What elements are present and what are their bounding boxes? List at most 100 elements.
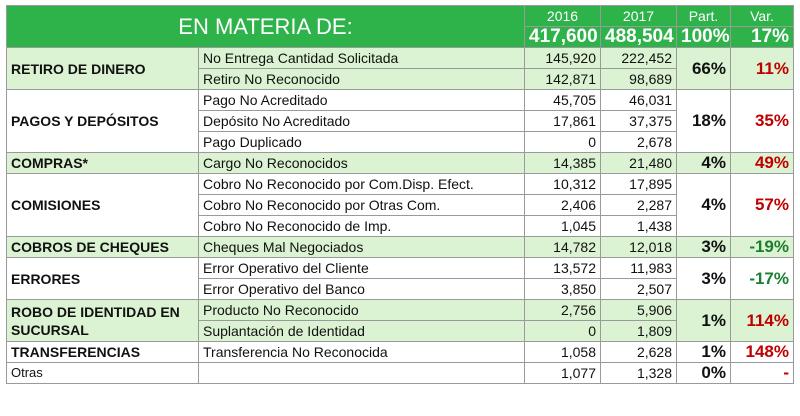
- participation-cell: 3%: [676, 236, 731, 258]
- value-2017: 37,375: [600, 110, 677, 132]
- concept-cell: Suplantación de Identidad: [198, 320, 525, 342]
- concept-cell: Cobro No Reconocido de Imp.: [198, 215, 525, 237]
- value-2016: 45,705: [524, 89, 601, 111]
- category-label: ROBO DE IDENTIDAD EN SUCURSAL: [6, 299, 199, 342]
- participation-cell: 3%: [676, 257, 731, 300]
- table-row: Retiro No Reconocido 142,871 98,689: [6, 68, 794, 90]
- value-2016: 17,861: [524, 110, 601, 132]
- value-2016: 3,850: [524, 278, 601, 300]
- table-row: Pago Duplicado 0 2,678: [7, 131, 794, 153]
- value-2016: 142,871: [524, 68, 601, 90]
- col-header-part: Part.: [676, 5, 731, 27]
- value-2016: 1,058: [524, 341, 601, 363]
- variation-cell: -: [730, 362, 794, 384]
- value-2017: 12,018: [600, 236, 677, 258]
- value-2017: 17,895: [600, 173, 677, 195]
- value-2017: 1,809: [600, 320, 677, 342]
- category-label: TRANSFERENCIAS: [6, 341, 199, 363]
- category-label: RETIRO DE DINERO: [6, 47, 199, 90]
- concept-cell: Error Operativo del Cliente: [198, 257, 525, 279]
- table-row: Suplantación de Identidad 0 1,809: [6, 320, 794, 342]
- total-part: 100%: [676, 26, 731, 48]
- concept-cell: Cargo No Reconocidos: [198, 152, 525, 174]
- concept-cell: Transferencia No Reconocida: [198, 341, 525, 363]
- category-label: ERRORES: [6, 257, 199, 300]
- concept-cell: Cobro No Reconocido por Otras Com.: [198, 194, 525, 216]
- table-row: TRANSFERENCIAS Transferencia No Reconoci…: [6, 341, 794, 363]
- value-2017: 2,507: [600, 278, 677, 300]
- value-2017: 11,983: [600, 257, 677, 279]
- complaints-table: EN MATERIA DE: 2016 2017 Part. Var. 417,…: [6, 5, 794, 384]
- variation-cell: 57%: [730, 173, 794, 237]
- value-2016: 2,756: [524, 299, 601, 321]
- header-row-years: EN MATERIA DE: 2016 2017 Part. Var.: [6, 5, 794, 48]
- participation-cell: 66%: [676, 47, 731, 90]
- concept-cell: Retiro No Reconocido: [198, 68, 525, 90]
- table-row: Cobro No Reconocido por Otras Com. 2,406…: [7, 194, 794, 216]
- total-2016: 417,600: [524, 26, 601, 48]
- participation-cell: 4%: [676, 152, 731, 174]
- concept-cell: Producto No Reconocido: [198, 299, 525, 321]
- concept-cell: Error Operativo del Banco: [198, 278, 525, 300]
- variation-cell: 114%: [730, 299, 794, 342]
- value-2016: 1,077: [524, 362, 601, 384]
- total-var: 17%: [730, 26, 794, 48]
- concept-cell: [198, 362, 525, 384]
- table-row: RETIRO DE DINERO No Entrega Cantidad Sol…: [6, 47, 794, 90]
- concept-cell: Cheques Mal Negociados: [198, 236, 525, 258]
- table-row: Cobro No Reconocido de Imp. 1,045 1,438: [7, 215, 794, 237]
- concept-cell: No Entrega Cantidad Solicitada: [198, 47, 525, 69]
- table-row: ERRORES Error Operativo del Cliente 13,5…: [6, 257, 794, 300]
- participation-cell: 18%: [676, 89, 731, 153]
- concept-cell: Cobro No Reconocido por Com.Disp. Efect.: [198, 173, 525, 195]
- variation-cell: 49%: [730, 152, 794, 174]
- value-2017: 2,678: [600, 131, 677, 153]
- table-row: COMISIONES Cobro No Reconocido por Com.D…: [6, 173, 794, 237]
- value-2017: 5,906: [600, 299, 677, 321]
- value-2016: 0: [524, 320, 601, 342]
- participation-cell: 4%: [676, 173, 731, 237]
- participation-cell: 1%: [676, 341, 731, 363]
- variation-cell: 148%: [730, 341, 794, 363]
- value-2016: 1,045: [524, 215, 601, 237]
- table-row: PAGOS Y DEPÓSITOS Pago No Acreditado 45,…: [6, 89, 794, 153]
- value-2017: 21,480: [600, 152, 677, 174]
- value-2017: 2,628: [600, 341, 677, 363]
- variation-cell: -19%: [730, 236, 794, 258]
- variation-cell: 35%: [730, 89, 794, 153]
- table-row: Depósito No Acreditado 17,861 37,375: [7, 110, 794, 132]
- value-2016: 14,782: [524, 236, 601, 258]
- col-header-var: Var.: [730, 5, 794, 27]
- variation-cell: 11%: [730, 47, 794, 90]
- variation-cell: -17%: [730, 257, 794, 300]
- value-2017: 98,689: [600, 68, 677, 90]
- category-label: COMPRAS*: [6, 152, 199, 174]
- total-2017: 488,504: [600, 26, 677, 48]
- value-2017: 1,438: [600, 215, 677, 237]
- concept-cell: Pago Duplicado: [198, 131, 525, 153]
- concept-cell: Depósito No Acreditado: [198, 110, 525, 132]
- table-row: Error Operativo del Banco 3,850 2,507: [7, 278, 794, 300]
- category-label: COMISIONES: [6, 173, 199, 237]
- table-row: COMPRAS* Cargo No Reconocidos 14,385 21,…: [6, 152, 794, 174]
- value-2016: 145,920: [524, 47, 601, 69]
- col-header-2016: 2016: [524, 5, 601, 27]
- value-2017: 1,328: [600, 362, 677, 384]
- value-2016: 0: [524, 131, 601, 153]
- table-row: ROBO DE IDENTIDAD EN SUCURSAL Producto N…: [6, 299, 794, 342]
- value-2017: 46,031: [600, 89, 677, 111]
- col-header-2017: 2017: [600, 5, 677, 27]
- table-row: COBROS DE CHEQUES Cheques Mal Negociados…: [6, 236, 794, 258]
- value-2016: 13,572: [524, 257, 601, 279]
- header-row-totals: 417,600 488,504 100% 17%: [7, 26, 794, 48]
- table-row: Otras 1,077 1,328 0% -: [6, 362, 794, 384]
- category-label: Otras: [6, 362, 199, 384]
- participation-cell: 0%: [676, 362, 731, 384]
- category-label: PAGOS Y DEPÓSITOS: [6, 89, 199, 153]
- category-label: COBROS DE CHEQUES: [6, 236, 199, 258]
- table-title: EN MATERIA DE:: [6, 5, 525, 48]
- participation-cell: 1%: [676, 299, 731, 342]
- value-2016: 14,385: [524, 152, 601, 174]
- value-2017: 222,452: [600, 47, 677, 69]
- value-2016: 2,406: [524, 194, 601, 216]
